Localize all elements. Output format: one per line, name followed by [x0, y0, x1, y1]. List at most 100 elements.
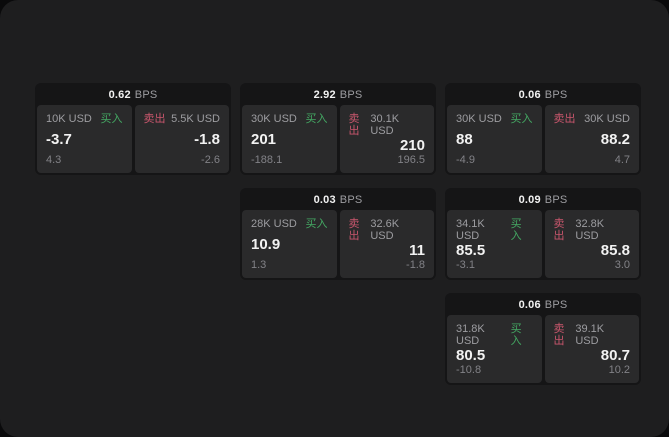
- buy-tile-header: 30K USD 买入: [456, 113, 533, 125]
- buy-delta: -3.1: [456, 259, 475, 271]
- sell-notional: 32.6K USD: [370, 218, 400, 242]
- buy-tile-header: 30K USD 买入: [251, 113, 328, 125]
- card-body: 34.1K USD 买入 85.5 -3.1 卖出 32.8K USD 85.8…: [447, 210, 639, 278]
- sell-tile[interactable]: 卖出 5.5K USD -1.8 -2.6: [134, 105, 229, 173]
- quote-card: 0.03 BPS 28K USD 买入 10.9 1.3 卖出 32.6K US…: [240, 188, 436, 280]
- buy-side-label: 买入: [510, 323, 522, 347]
- sell-notional: 39.1K USD: [575, 323, 605, 347]
- bps-unit-label: BPS: [339, 194, 363, 206]
- bps-value: 0.62: [108, 89, 131, 101]
- card-body: 10K USD 买入 -3.7 4.3 卖出 5.5K USD -1.8 -2.…: [37, 105, 229, 173]
- sell-side-label: 卖出: [553, 218, 565, 242]
- quote-card: 0.09 BPS 34.1K USD 买入 85.5 -3.1 卖出 32.8K…: [445, 188, 641, 280]
- sell-notional: 5.5K USD: [171, 113, 220, 125]
- buy-delta: -10.8: [456, 364, 482, 376]
- bps-value: 2.92: [313, 89, 336, 101]
- sell-tile[interactable]: 卖出 32.8K USD 85.8 3.0: [544, 210, 639, 278]
- buy-tile-header: 31.8K USD 买入: [456, 323, 533, 347]
- buy-tile[interactable]: 34.1K USD 买入 85.5 -3.1: [447, 210, 542, 278]
- buy-price: 85.5: [456, 242, 486, 259]
- quote-card: 2.92 BPS 30K USD 买入 201 -188.1 卖出 30.1K …: [240, 83, 436, 175]
- sell-tile-header: 卖出 30.1K USD: [349, 113, 426, 137]
- buy-price: 80.5: [456, 347, 486, 364]
- card-header: 0.09 BPS: [447, 190, 639, 210]
- buy-side-label: 买入: [100, 113, 123, 125]
- sell-price: -1.8: [194, 131, 220, 148]
- buy-notional: 30K USD: [456, 113, 502, 125]
- card-body: 31.8K USD 买入 80.5 -10.8 卖出 39.1K USD 80.…: [447, 315, 639, 383]
- sell-tile-header: 卖出 32.6K USD: [349, 218, 426, 242]
- card-header: 0.06 BPS: [447, 295, 639, 315]
- sell-price: 210: [399, 137, 425, 154]
- buy-notional: 10K USD: [46, 113, 92, 125]
- sell-side-label: 卖出: [348, 113, 360, 137]
- buy-tile[interactable]: 30K USD 买入 88 -4.9: [447, 105, 542, 173]
- buy-tile-header: 10K USD 买入: [46, 113, 123, 125]
- buy-delta: -4.9: [456, 154, 475, 166]
- sell-delta: 10.2: [608, 364, 630, 376]
- sell-price: 11: [409, 242, 425, 259]
- sell-delta: 196.5: [397, 154, 425, 166]
- bps-unit-label: BPS: [339, 89, 363, 101]
- sell-delta: -2.6: [201, 154, 220, 166]
- bps-value: 0.03: [313, 194, 336, 206]
- buy-notional: 34.1K USD: [456, 218, 485, 242]
- card-body: 28K USD 买入 10.9 1.3 卖出 32.6K USD 11 -1.8: [242, 210, 434, 278]
- quote-card: 0.62 BPS 10K USD 买入 -3.7 4.3 卖出 5.5K USD…: [35, 83, 231, 175]
- sell-delta: -1.8: [406, 259, 425, 271]
- bps-value: 0.06: [518, 89, 541, 101]
- buy-tile[interactable]: 30K USD 买入 201 -188.1: [242, 105, 337, 173]
- buy-tile[interactable]: 10K USD 买入 -3.7 4.3: [37, 105, 132, 173]
- sell-tile[interactable]: 卖出 30K USD 88.2 4.7: [544, 105, 639, 173]
- sell-price: 88.2: [600, 131, 630, 148]
- card-header: 0.06 BPS: [447, 85, 639, 105]
- sell-side-label: 卖出: [553, 113, 576, 125]
- quote-card: 0.06 BPS 30K USD 买入 88 -4.9 卖出 30K USD 8…: [445, 83, 641, 175]
- buy-price: 201: [251, 131, 277, 148]
- bps-value: 0.06: [518, 299, 541, 311]
- sell-side-label: 卖出: [143, 113, 166, 125]
- quote-card: 0.06 BPS 31.8K USD 买入 80.5 -10.8 卖出 39.1…: [445, 293, 641, 385]
- sell-notional: 30.1K USD: [370, 113, 400, 137]
- buy-tile[interactable]: 31.8K USD 买入 80.5 -10.8: [447, 315, 542, 383]
- card-header: 0.03 BPS: [242, 190, 434, 210]
- buy-side-label: 买入: [305, 218, 328, 230]
- bps-value: 0.09: [518, 194, 541, 206]
- bps-unit-label: BPS: [544, 89, 568, 101]
- buy-price: 88: [456, 131, 473, 148]
- card-body: 30K USD 买入 88 -4.9 卖出 30K USD 88.2 4.7: [447, 105, 639, 173]
- sell-tile-header: 卖出 32.8K USD: [554, 218, 631, 242]
- sell-price: 80.7: [600, 347, 630, 364]
- card-header: 0.62 BPS: [37, 85, 229, 105]
- buy-side-label: 买入: [510, 218, 522, 242]
- sell-tile-header: 卖出 30K USD: [554, 113, 631, 125]
- buy-notional: 28K USD: [251, 218, 297, 230]
- sell-side-label: 卖出: [553, 323, 565, 347]
- buy-price: -3.7: [46, 131, 72, 148]
- buy-delta: 4.3: [46, 154, 62, 166]
- sell-tile[interactable]: 卖出 39.1K USD 80.7 10.2: [544, 315, 639, 383]
- sell-delta: 4.7: [614, 154, 630, 166]
- sell-tile-header: 卖出 39.1K USD: [554, 323, 631, 347]
- buy-delta: -188.1: [251, 154, 283, 166]
- buy-price: 10.9: [251, 236, 281, 253]
- sell-delta: 3.0: [614, 259, 630, 271]
- buy-notional: 30K USD: [251, 113, 297, 125]
- buy-tile[interactable]: 28K USD 买入 10.9 1.3: [242, 210, 337, 278]
- bps-unit-label: BPS: [544, 299, 568, 311]
- sell-price: 85.8: [600, 242, 630, 259]
- buy-tile-header: 28K USD 买入: [251, 218, 328, 230]
- bps-unit-label: BPS: [544, 194, 568, 206]
- buy-delta: 1.3: [251, 259, 267, 271]
- buy-side-label: 买入: [305, 113, 328, 125]
- buy-side-label: 买入: [510, 113, 533, 125]
- bps-unit-label: BPS: [134, 89, 158, 101]
- sell-tile-header: 卖出 5.5K USD: [144, 113, 221, 125]
- sell-tile[interactable]: 卖出 32.6K USD 11 -1.8: [339, 210, 434, 278]
- buy-tile-header: 34.1K USD 买入: [456, 218, 533, 242]
- sell-notional: 30K USD: [584, 113, 630, 125]
- card-body: 30K USD 买入 201 -188.1 卖出 30.1K USD 210 1…: [242, 105, 434, 173]
- sell-tile[interactable]: 卖出 30.1K USD 210 196.5: [339, 105, 434, 173]
- buy-notional: 31.8K USD: [456, 323, 485, 347]
